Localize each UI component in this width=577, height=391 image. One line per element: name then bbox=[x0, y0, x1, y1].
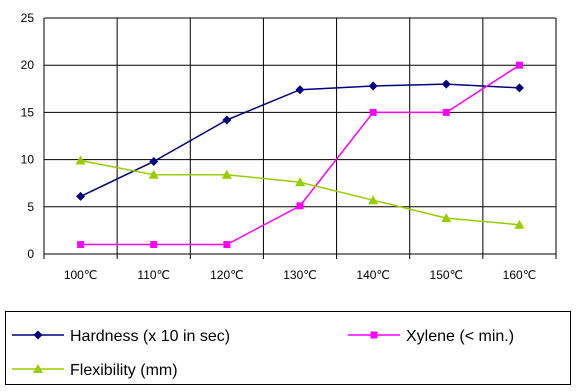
flexibility-point bbox=[295, 177, 305, 187]
flexibility-point bbox=[441, 213, 452, 223]
xylene-legend-marker bbox=[370, 331, 378, 339]
x-tick-label: 160℃ bbox=[503, 268, 537, 282]
y-tick-label: 5 bbox=[27, 200, 34, 214]
xylene-point bbox=[77, 241, 85, 249]
xylene-legend-label: Xylene (< min.) bbox=[406, 328, 514, 345]
chart-series bbox=[75, 61, 525, 249]
chart-grid bbox=[43, 17, 557, 255]
chart-legend: Hardness (x 10 in sec) Xylene (< min.) Fle… bbox=[5, 311, 571, 385]
hardness-point bbox=[441, 79, 451, 89]
flexibility-point bbox=[368, 195, 379, 205]
y-tick-label: 20 bbox=[21, 58, 35, 72]
flexibility-point bbox=[75, 155, 86, 165]
hardness-point bbox=[295, 85, 305, 95]
flexibility-point bbox=[514, 219, 525, 229]
xylene-point bbox=[223, 241, 231, 249]
x-tick-label: 100℃ bbox=[64, 268, 98, 282]
hardness-point bbox=[149, 156, 159, 166]
flexibility-point bbox=[148, 169, 159, 179]
y-tick-label: 10 bbox=[21, 153, 35, 167]
hardness-point bbox=[222, 115, 232, 125]
legend-box bbox=[5, 311, 571, 385]
flexibility-legend-label: Flexibility (mm) bbox=[70, 362, 178, 379]
flexibility-line bbox=[80, 159, 520, 226]
flexibility-legend-marker bbox=[33, 364, 43, 373]
y-axis-ticks: 0 5 10 15 20 25 bbox=[21, 11, 35, 261]
hardness-point bbox=[76, 191, 86, 201]
hardness-legend-marker bbox=[33, 330, 43, 340]
x-axis-ticks: 100℃ 110℃ 120℃ 130℃ 140℃ 150℃ 160℃ bbox=[43, 254, 557, 282]
xylene-point bbox=[150, 241, 158, 249]
x-tick-label: 140℃ bbox=[356, 268, 390, 282]
xylene-point bbox=[369, 108, 377, 116]
y-tick-label: 0 bbox=[27, 247, 34, 261]
hardness-point bbox=[514, 83, 524, 93]
y-tick-label: 25 bbox=[21, 11, 35, 25]
xylene-point bbox=[515, 61, 523, 69]
y-tick-label: 15 bbox=[21, 105, 35, 119]
flexibility-point bbox=[221, 169, 232, 179]
x-tick-label: 150℃ bbox=[430, 268, 464, 282]
hardness-point bbox=[368, 81, 378, 91]
xylene-point bbox=[296, 202, 304, 210]
x-tick-label: 130℃ bbox=[283, 268, 317, 282]
hardness-legend-label: Hardness (x 10 in sec) bbox=[70, 328, 230, 345]
x-tick-label: 120℃ bbox=[210, 268, 244, 282]
xylene-point bbox=[442, 108, 450, 116]
x-tick-label: 110℃ bbox=[137, 268, 170, 282]
